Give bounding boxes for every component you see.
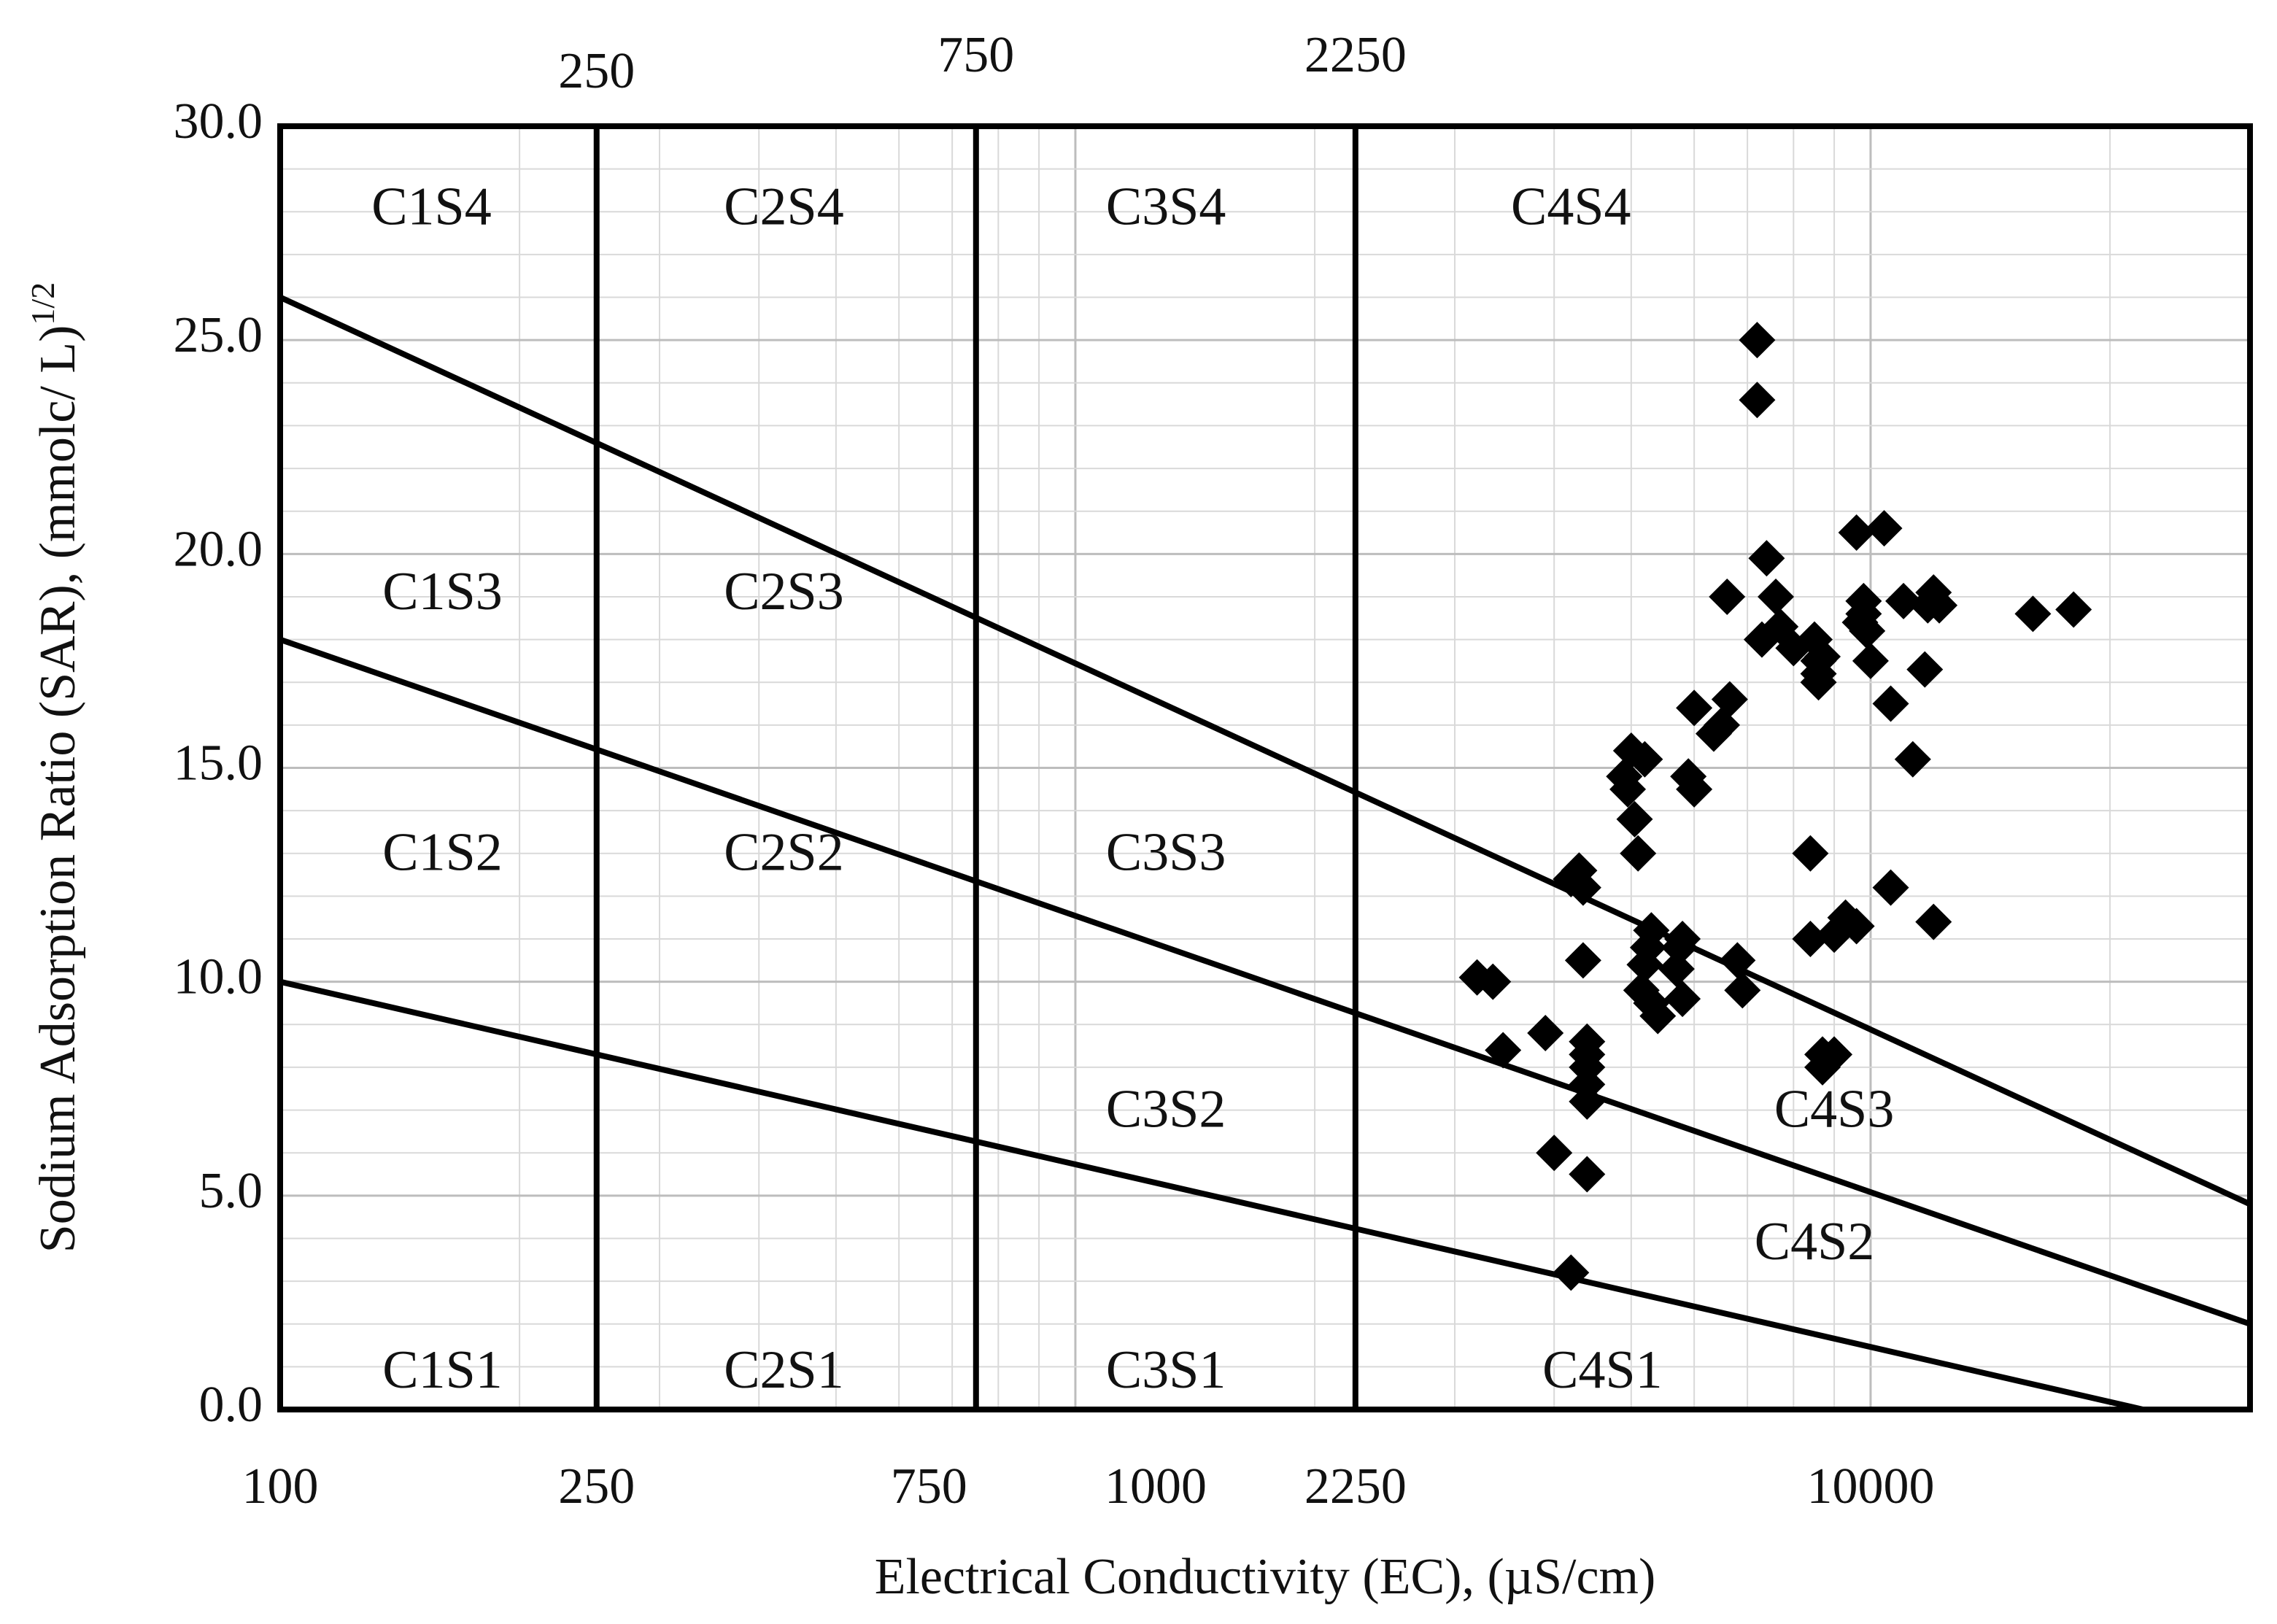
zone-label-c2s3: C2S3 <box>724 562 844 622</box>
data-point <box>1676 689 1713 727</box>
zone-label-c3s4: C3S4 <box>1106 177 1226 236</box>
y-tick-label: 25.0 <box>174 307 263 363</box>
data-point <box>1709 578 1746 615</box>
zone-label-c2s2: C2S2 <box>724 823 844 883</box>
data-point <box>1885 582 1922 619</box>
data-point <box>1527 1015 1564 1052</box>
x-tick-label: 250 <box>558 1458 635 1515</box>
y-tick-label: 10.0 <box>174 949 263 1005</box>
data-point <box>1724 972 1761 1009</box>
y-tick-label: 15.0 <box>174 735 263 792</box>
top-boundary-label: 2250 <box>1304 27 1407 83</box>
data-point <box>1569 1156 1606 1193</box>
y-tick-label: 0.0 <box>199 1377 263 1433</box>
axis-tick-labels: 0.0 5.0 10.0 15.0 20.0 25.0 30.0 100 250 750 1000 2… <box>174 27 1935 1515</box>
x-tick-label: 10000 <box>1806 1458 1934 1515</box>
y-axis-title-main: Sodium Adsorption Ratio (SAR), (mmolc/ L… <box>30 325 86 1253</box>
data-point <box>1852 642 1889 679</box>
scatter-points <box>1458 322 2092 1291</box>
zone-label-c4s1: C4S1 <box>1542 1340 1663 1400</box>
data-point <box>1739 382 1776 419</box>
y-axis-title-superscript: 1/2 <box>24 282 61 325</box>
zone-label-c4s4: C4S4 <box>1511 177 1631 236</box>
data-point <box>1758 578 1795 615</box>
data-point <box>1872 685 1909 722</box>
zone-label-c1s1: C1S1 <box>382 1340 503 1400</box>
data-point <box>1845 595 1882 633</box>
data-point <box>2055 591 2092 628</box>
data-point <box>1909 587 1947 624</box>
data-point <box>1609 770 1647 808</box>
zone-label-c2s4: C2S4 <box>724 177 844 236</box>
y-axis-title: Sodium Adsorption Ratio (SAR), (mmolc/ L… <box>24 282 86 1253</box>
data-point <box>1838 908 1875 945</box>
data-point <box>1616 800 1653 838</box>
zone-label-c3s1: C3S1 <box>1106 1340 1226 1400</box>
data-point <box>1664 921 1701 958</box>
x-tick-label: 1000 <box>1105 1458 1207 1515</box>
data-point <box>1620 835 1657 872</box>
zone-label-c3s3: C3S3 <box>1106 823 1226 883</box>
data-point <box>2014 595 2052 633</box>
plot-frame <box>277 123 2253 1412</box>
x-axis-title: Electrical Conductivity (EC), (µS/cm) <box>875 1549 1656 1605</box>
zone-label-c4s3: C4S3 <box>1774 1079 1895 1139</box>
y-tick-label: 5.0 <box>199 1163 263 1219</box>
data-point <box>1553 860 1590 897</box>
data-point <box>1485 1032 1522 1069</box>
data-point <box>1739 322 1776 359</box>
sar-boundary-line-1 <box>279 978 2144 1412</box>
data-point <box>1816 1036 1853 1073</box>
data-point <box>1796 621 1833 658</box>
data-point <box>1664 981 1701 1018</box>
x-tick-label: 750 <box>891 1458 967 1515</box>
data-point <box>1564 942 1601 979</box>
data-point <box>1800 664 1837 701</box>
data-point <box>1743 621 1780 658</box>
sar-boundary-line-3 <box>279 294 2251 1207</box>
classification-lines <box>279 126 2251 1412</box>
y-tick-label: 30.0 <box>174 93 263 150</box>
zone-label-c1s4: C1S4 <box>371 177 492 236</box>
data-point <box>1792 835 1829 872</box>
data-point <box>1894 741 1931 778</box>
zone-label-c2s1: C2S1 <box>724 1340 844 1400</box>
data-point <box>1474 963 1512 1000</box>
data-point <box>1719 942 1756 979</box>
data-point <box>1536 1134 1573 1172</box>
data-point <box>1872 869 1909 906</box>
data-point <box>1792 921 1829 958</box>
zone-label-c4s2: C4S2 <box>1755 1212 1875 1272</box>
data-point <box>1639 997 1677 1035</box>
zone-label-c1s2: C1S2 <box>382 823 503 883</box>
x-tick-label: 2250 <box>1304 1458 1407 1515</box>
y-tick-label: 20.0 <box>174 521 263 577</box>
data-point <box>1906 651 1944 688</box>
x-tick-label: 100 <box>242 1458 319 1515</box>
top-boundary-label: 750 <box>938 27 1014 83</box>
data-point <box>1866 510 1903 547</box>
data-point <box>1612 732 1650 770</box>
data-point <box>1626 946 1663 983</box>
zone-label-c1s3: C1S3 <box>382 562 503 622</box>
data-point <box>1711 681 1748 718</box>
data-point <box>1553 1254 1590 1291</box>
data-point <box>1670 758 1707 795</box>
data-point <box>1569 1023 1606 1060</box>
zone-label-c3s2: C3S2 <box>1106 1079 1226 1139</box>
sar-boundary-line-2 <box>279 636 2251 1327</box>
data-point <box>1658 951 1695 988</box>
data-point <box>1915 903 1952 940</box>
data-point <box>1838 514 1875 552</box>
data-point <box>1748 540 1785 577</box>
top-boundary-label: 250 <box>558 43 635 99</box>
zone-labels: C1S4 C2S4 C3S4 C4S4 C1S3 C2S3 C1S2 C2S2 C3S3 C3S2… <box>371 177 1894 1400</box>
